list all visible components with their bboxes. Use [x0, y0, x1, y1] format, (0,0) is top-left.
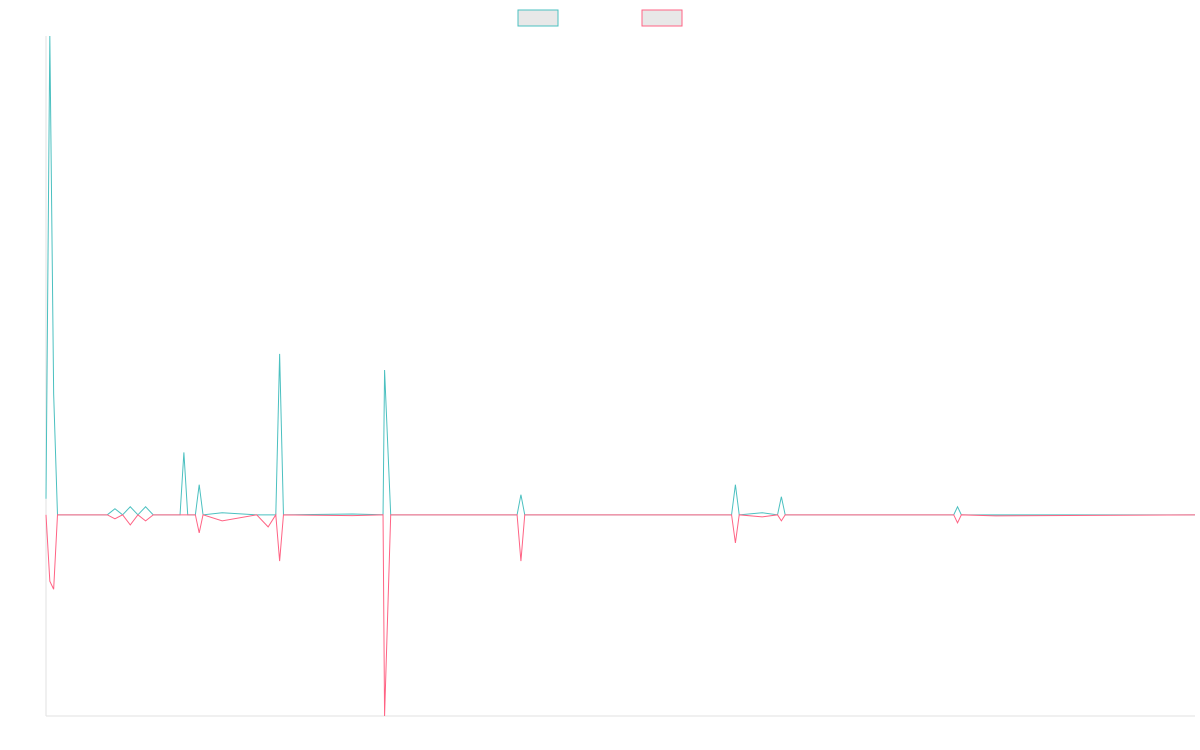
series-layer — [45, 35, 1196, 717]
axes — [45, 36, 1195, 717]
series-line-1 — [45, 35, 1195, 516]
legend-swatch-series-2[interactable] — [641, 9, 683, 27]
legend — [517, 9, 683, 27]
legend-swatch-series-1[interactable] — [517, 9, 559, 27]
series-line-2 — [45, 513, 1196, 717]
